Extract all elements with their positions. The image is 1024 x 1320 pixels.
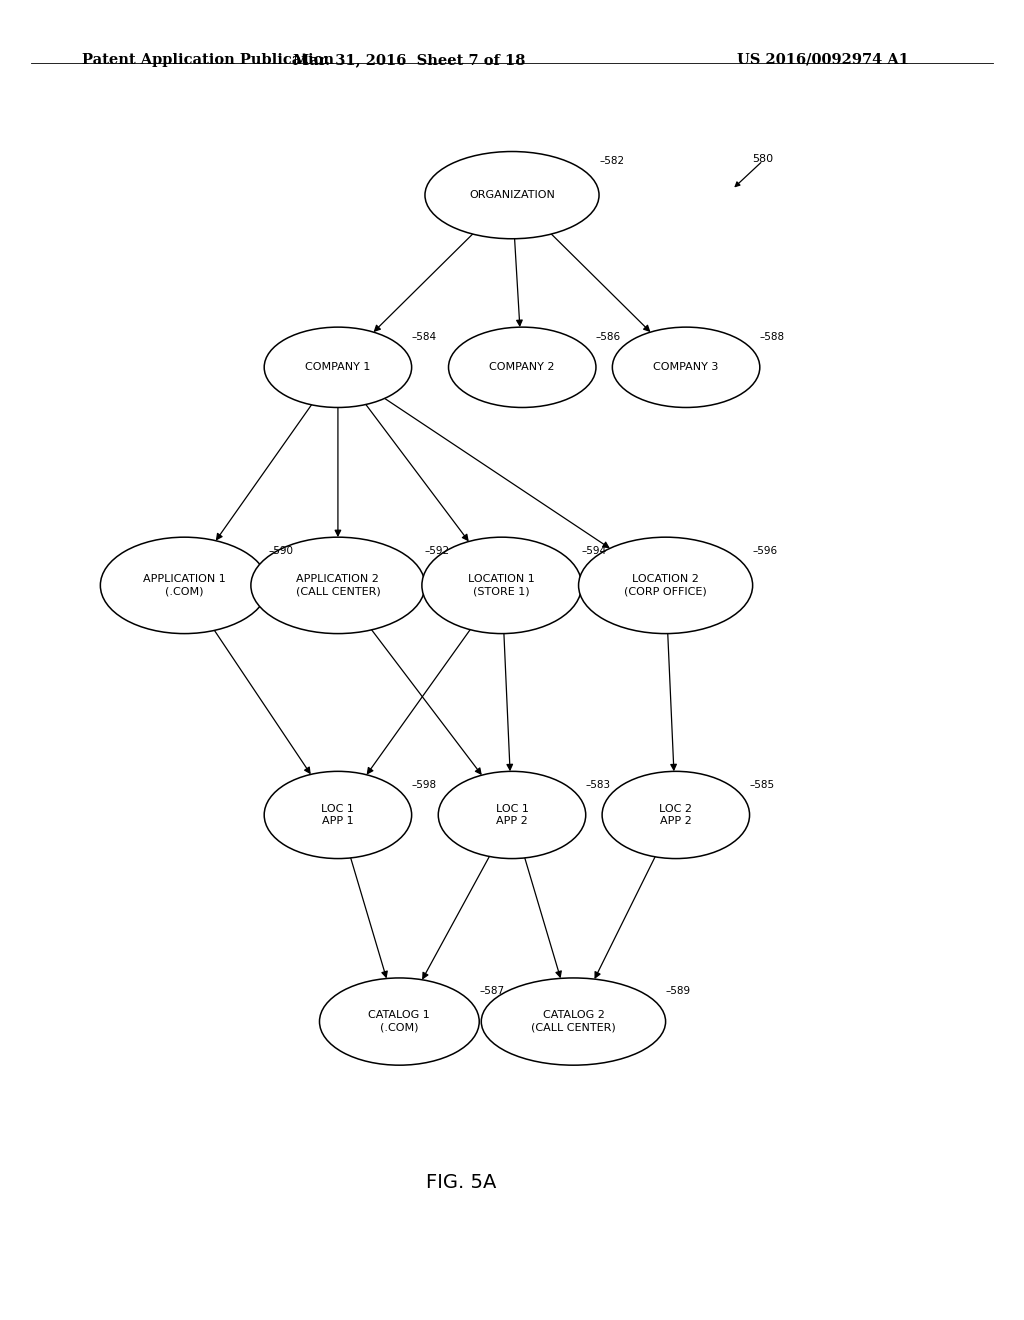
Text: –587: –587 (479, 986, 505, 997)
Text: COMPANY 1: COMPANY 1 (305, 362, 371, 372)
Text: Patent Application Publication: Patent Application Publication (82, 53, 334, 67)
Ellipse shape (100, 537, 268, 634)
Ellipse shape (251, 537, 425, 634)
Text: LOCATION 2
(CORP OFFICE): LOCATION 2 (CORP OFFICE) (625, 574, 707, 597)
Text: COMPANY 2: COMPANY 2 (489, 362, 555, 372)
Text: –588: –588 (760, 333, 785, 342)
Ellipse shape (438, 771, 586, 858)
Text: –589: –589 (666, 986, 691, 997)
Ellipse shape (602, 771, 750, 858)
Ellipse shape (449, 327, 596, 408)
Text: –584: –584 (412, 333, 437, 342)
Text: CATALOG 2
(CALL CENTER): CATALOG 2 (CALL CENTER) (531, 1010, 615, 1032)
Ellipse shape (319, 978, 479, 1065)
Text: LOC 1
APP 1: LOC 1 APP 1 (322, 804, 354, 826)
Text: FIG. 5A: FIG. 5A (426, 1172, 496, 1192)
Text: –583: –583 (586, 780, 611, 789)
Text: APPLICATION 1
(.COM): APPLICATION 1 (.COM) (143, 574, 225, 597)
Text: –590: –590 (268, 545, 293, 556)
Text: LOCATION 1
(STORE 1): LOCATION 1 (STORE 1) (468, 574, 536, 597)
Text: –596: –596 (753, 545, 778, 556)
Text: –592: –592 (425, 545, 451, 556)
Text: APPLICATION 2
(CALL CENTER): APPLICATION 2 (CALL CENTER) (296, 574, 380, 597)
Ellipse shape (422, 537, 582, 634)
Ellipse shape (481, 978, 666, 1065)
Text: –594: –594 (582, 545, 607, 556)
Text: –585: –585 (750, 780, 775, 789)
Text: CATALOG 1
(.COM): CATALOG 1 (.COM) (369, 1010, 430, 1032)
Text: ORGANIZATION: ORGANIZATION (469, 190, 555, 201)
Text: US 2016/0092974 A1: US 2016/0092974 A1 (737, 53, 909, 67)
Text: –586: –586 (596, 333, 622, 342)
Text: –582: –582 (599, 157, 625, 166)
Ellipse shape (264, 327, 412, 408)
Text: –598: –598 (412, 780, 437, 789)
Ellipse shape (612, 327, 760, 408)
Text: 580: 580 (753, 154, 774, 164)
Text: Mar. 31, 2016  Sheet 7 of 18: Mar. 31, 2016 Sheet 7 of 18 (294, 53, 525, 67)
Text: LOC 1
APP 2: LOC 1 APP 2 (496, 804, 528, 826)
Ellipse shape (264, 771, 412, 858)
Text: LOC 2
APP 2: LOC 2 APP 2 (659, 804, 692, 826)
Ellipse shape (579, 537, 753, 634)
Text: COMPANY 3: COMPANY 3 (653, 362, 719, 372)
Ellipse shape (425, 152, 599, 239)
